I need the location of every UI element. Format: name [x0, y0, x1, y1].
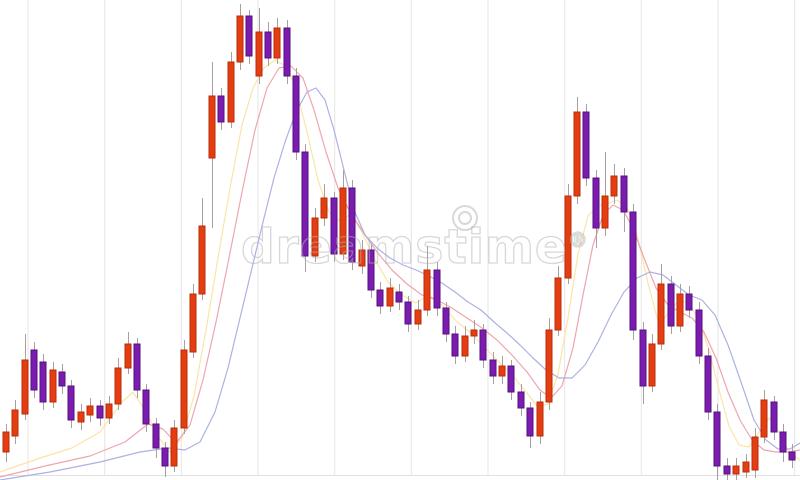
medium-ma-line: [0, 65, 800, 478]
bearish-candle-body: [376, 289, 384, 307]
bullish-candle-body: [77, 411, 85, 423]
bullish-candle-body: [114, 367, 122, 405]
bearish-candle-body: [451, 333, 459, 357]
bearish-candle-body: [395, 291, 403, 303]
bullish-candle-body: [414, 309, 422, 325]
bearish-candle-body: [30, 349, 38, 391]
bearish-candle-body: [58, 371, 66, 387]
bearish-candle-body: [723, 465, 731, 475]
bullish-candle-body: [461, 335, 469, 357]
bearish-candle-body: [592, 177, 600, 229]
bearish-candle-body: [301, 151, 309, 257]
bearish-candle-body: [704, 355, 712, 413]
bullish-candle-body: [339, 187, 347, 255]
bullish-candle-body: [386, 287, 394, 307]
bullish-candle-body: [498, 365, 506, 377]
bullish-candle-body: [742, 461, 750, 473]
bearish-candle-body: [779, 431, 787, 453]
bearish-candle-body: [526, 407, 534, 437]
bullish-candle-body: [208, 95, 216, 159]
bullish-candle-body: [545, 329, 553, 403]
bullish-candle-body: [760, 399, 768, 438]
bullish-candle-body: [198, 225, 206, 295]
bearish-candle-body: [330, 197, 338, 255]
bearish-candle-body: [713, 411, 721, 467]
bullish-candle-body: [180, 349, 188, 429]
bullish-candle-body: [189, 293, 197, 353]
bullish-candle-body: [751, 436, 759, 471]
bullish-candle-body: [470, 329, 478, 337]
bullish-candle-body: [311, 217, 319, 257]
bullish-candle-body: [105, 403, 113, 419]
bearish-candle-body: [152, 423, 160, 449]
bearish-candle-body: [367, 249, 375, 291]
bearish-candle-body: [639, 329, 647, 387]
fast-ma-line: [0, 59, 800, 473]
bearish-candle-body: [217, 95, 225, 123]
bullish-candle-body: [227, 61, 235, 123]
bullish-candle-body: [601, 195, 609, 229]
bearish-candle-body: [479, 329, 487, 361]
bearish-candle-body: [67, 385, 75, 421]
bullish-candle-body: [732, 465, 740, 475]
bullish-candle-body: [423, 269, 431, 311]
bullish-candle-body: [86, 405, 94, 416]
bullish-candle-body: [255, 31, 263, 77]
bearish-candle-body: [695, 309, 703, 357]
bullish-candle-body: [320, 197, 328, 219]
bearish-candle-body: [788, 451, 796, 461]
bullish-candle-body: [648, 343, 656, 387]
bearish-candle-body: [161, 447, 169, 467]
bullish-candle-body: [21, 359, 29, 415]
slow-ma-line: [0, 87, 800, 480]
bearish-candle-body: [507, 365, 515, 393]
bullish-candle-body: [170, 427, 178, 467]
bearish-candle-body: [620, 175, 628, 213]
bullish-candle-body: [273, 27, 281, 59]
bearish-candle-body: [582, 111, 590, 179]
bullish-candle-body: [49, 369, 57, 403]
bullish-candle-body: [236, 15, 244, 63]
bearish-candle-body: [96, 405, 104, 419]
bearish-candle-body: [264, 31, 272, 59]
bullish-candle-body: [610, 175, 618, 197]
bullish-candle-body: [657, 283, 665, 345]
bearish-candle-body: [133, 343, 141, 391]
bullish-candle-body: [573, 111, 581, 197]
bullish-candle-body: [554, 277, 562, 331]
bullish-candle-body: [564, 195, 572, 279]
bearish-candle-body: [770, 401, 778, 433]
bearish-candle-body: [404, 301, 412, 325]
bullish-candle-body: [536, 401, 544, 437]
bearish-candle-body: [245, 15, 253, 57]
bullish-candle-body: [358, 249, 366, 267]
bearish-candle-body: [629, 211, 637, 331]
bearish-candle-body: [142, 389, 150, 425]
bullish-candle-body: [2, 431, 10, 453]
bearish-candle-body: [489, 359, 497, 377]
bullish-candle-body: [124, 343, 132, 369]
bearish-candle-body: [667, 283, 675, 327]
bearish-candle-body: [283, 27, 291, 77]
bearish-candle-body: [433, 269, 441, 309]
bearish-candle-body: [292, 75, 300, 153]
bearish-candle-body: [517, 391, 525, 409]
bullish-candle-body: [11, 409, 19, 437]
bearish-candle-body: [39, 361, 47, 403]
bearish-candle-body: [685, 293, 693, 311]
bullish-candle-body: [676, 293, 684, 327]
bearish-candle-body: [442, 307, 450, 335]
bearish-candle-body: [348, 187, 356, 263]
